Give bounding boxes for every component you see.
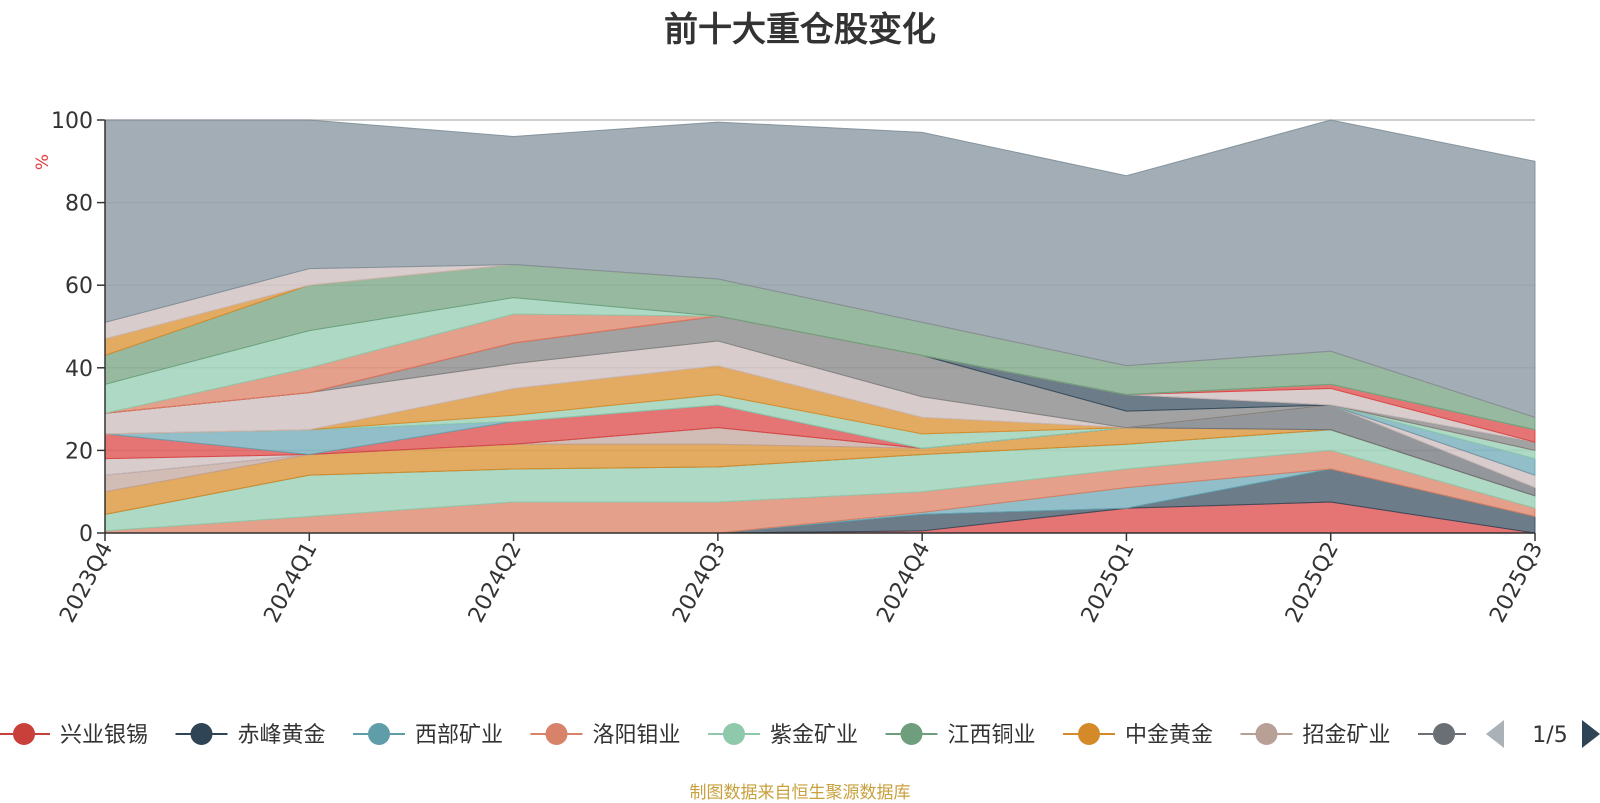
- chart-title: 前十大重仓股变化: [664, 10, 936, 50]
- x-tick-label: 2024Q3: [668, 538, 731, 627]
- legend-label: 江西铜业: [948, 723, 1036, 748]
- y-tick-label: 100: [51, 109, 93, 134]
- legend-page-indicator: 1/5: [1532, 723, 1567, 748]
- legend-marker: [368, 723, 390, 745]
- x-tick-label: 2024Q1: [260, 538, 323, 627]
- legend-marker: [190, 723, 213, 745]
- legend-label: 洛阳钼业: [593, 723, 681, 748]
- y-tick-label: 40: [65, 357, 93, 382]
- legend-marker: [1078, 723, 1100, 745]
- x-tick-label: 2025Q1: [1077, 538, 1140, 627]
- legend-item[interactable]: 赤峰黄金: [175, 723, 326, 748]
- legend-prev-icon[interactable]: [1486, 720, 1504, 748]
- legend-marker: [900, 723, 923, 745]
- y-tick-label: 20: [65, 439, 93, 464]
- legend-item[interactable]: 中金黄金: [1063, 723, 1213, 748]
- legend-label: 紫金矿业: [770, 723, 858, 748]
- x-tick-label: 2025Q2: [1281, 538, 1344, 627]
- legend-label: 中金黄金: [1125, 723, 1213, 748]
- legend-marker: [1433, 723, 1455, 745]
- legend-marker: [723, 723, 745, 745]
- source-note: 制图数据来自恒生聚源数据库: [689, 783, 911, 803]
- x-tick-label: 2024Q4: [872, 538, 935, 627]
- legend-label: 赤峰黄金: [238, 723, 326, 748]
- x-tick-label: 2025Q3: [1485, 538, 1548, 627]
- y-tick-label: 80: [65, 192, 93, 217]
- legend-item[interactable]: 招金矿业: [1240, 723, 1391, 748]
- y-axis-label: %: [33, 154, 53, 170]
- y-tick-label: 0: [79, 522, 93, 547]
- legend-marker: [1255, 723, 1278, 745]
- legend-marker: [545, 723, 568, 745]
- legend-next-icon[interactable]: [1582, 720, 1600, 748]
- legend-label: 兴业银锡: [60, 723, 148, 748]
- x-tick-label: 2023Q4: [55, 538, 118, 627]
- legend-label: 西部矿业: [415, 723, 503, 748]
- stacked-areas: [104, 119, 1536, 534]
- area-series[interactable]: [104, 119, 1536, 419]
- x-tick-label: 2024Q2: [464, 538, 527, 627]
- legend-label: 招金矿业: [1303, 723, 1391, 748]
- legend-item[interactable]: 江西铜业: [885, 723, 1036, 748]
- legend-item[interactable]: 洛阳钼业: [530, 723, 681, 748]
- y-tick-label: 60: [65, 274, 93, 299]
- legend-item[interactable]: 兴业银锡: [0, 723, 148, 748]
- legend-marker: [13, 723, 35, 745]
- legend-item[interactable]: 西部矿业: [353, 723, 503, 748]
- legend-item[interactable]: 紫金矿业: [708, 723, 858, 748]
- legend: 兴业银锡赤峰黄金西部矿业洛阳钼业紫金矿业江西铜业中金黄金招金矿业山金国际1/5: [0, 706, 1600, 762]
